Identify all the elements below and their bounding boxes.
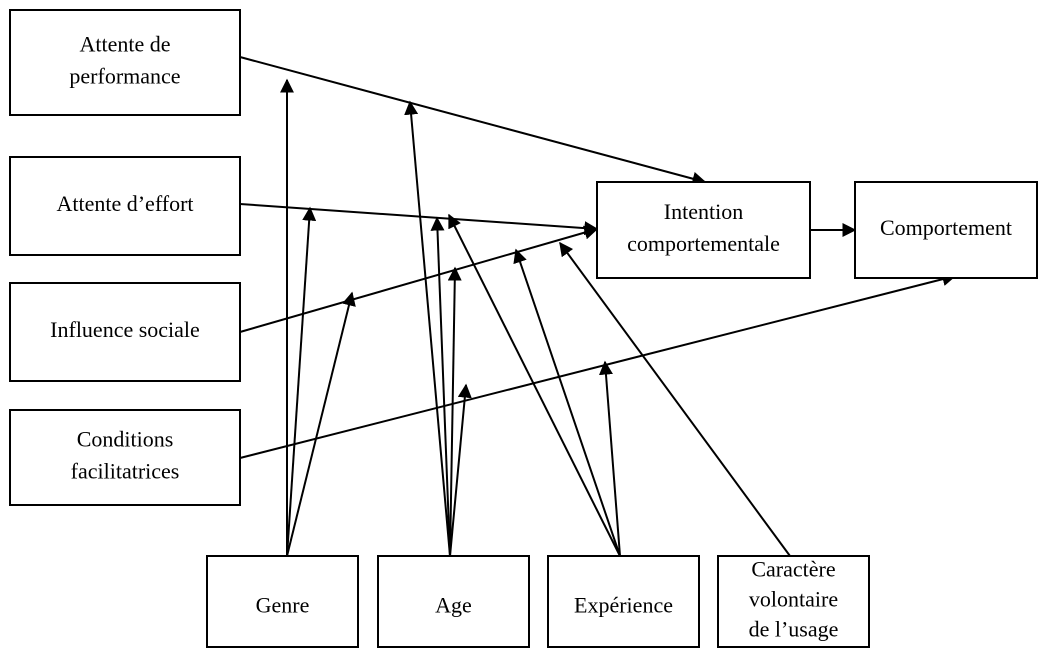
- arrow: [448, 213, 621, 557]
- arrow: [447, 266, 462, 557]
- node-box: [717, 555, 870, 648]
- arrow: [404, 100, 451, 557]
- node-label: Conditions: [77, 427, 174, 452]
- node-box: [547, 555, 700, 648]
- arrow: [286, 291, 356, 557]
- node-box: [377, 555, 530, 648]
- node-label: Comportement: [880, 215, 1012, 240]
- arrow: [239, 56, 707, 186]
- arrow: [559, 241, 791, 557]
- node-label: facilitatrices: [71, 459, 180, 484]
- node-box: [9, 9, 241, 116]
- arrow: [598, 360, 621, 557]
- node-label: de l’usage: [749, 617, 839, 642]
- node-label: Influence sociale: [50, 317, 200, 342]
- arrows: [239, 56, 957, 557]
- arrow: [239, 272, 957, 459]
- node-box: [206, 555, 359, 648]
- node-label: Genre: [256, 593, 310, 618]
- node-box: [9, 409, 241, 506]
- arrow: [239, 203, 599, 236]
- node-label: Age: [435, 593, 472, 618]
- node-label: Attente de: [79, 32, 170, 57]
- arrow: [449, 383, 472, 557]
- node-label: performance: [69, 64, 180, 89]
- node-box: [596, 181, 811, 279]
- node-box: [9, 282, 241, 382]
- node-box: [854, 181, 1038, 279]
- node-label: Attente d’effort: [56, 191, 193, 216]
- arrow: [239, 225, 599, 333]
- node-label: Expérience: [574, 593, 673, 618]
- node-label: Caractère: [751, 557, 835, 582]
- node-box: [9, 156, 241, 256]
- node-label: Intention: [664, 199, 743, 224]
- arrow: [513, 248, 621, 557]
- node-label: volontaire: [749, 587, 838, 612]
- arrow: [430, 216, 451, 557]
- arrow: [286, 206, 317, 557]
- node-label: comportementale: [627, 231, 780, 256]
